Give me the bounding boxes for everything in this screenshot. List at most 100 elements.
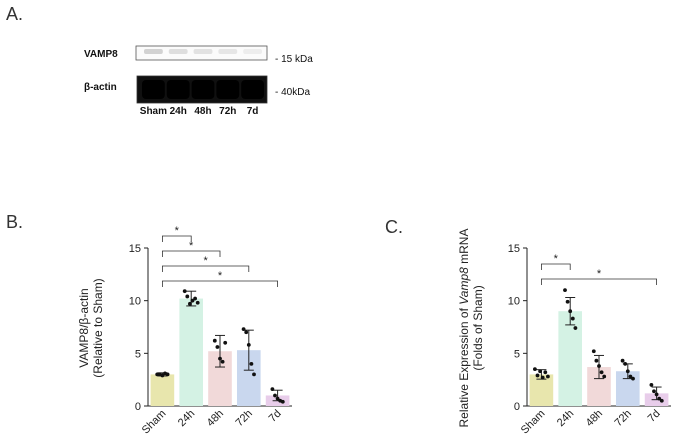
data-point-72h [625, 369, 630, 374]
data-point-Sham [165, 372, 170, 377]
data-point-7d [280, 399, 285, 404]
data-point-72h [244, 330, 249, 335]
actin-band-24h [166, 80, 190, 99]
significance-star: * [189, 240, 194, 252]
x-tick-label-7d: 7d [646, 408, 663, 425]
panel-label-a: A. [6, 4, 23, 24]
x-tick-label-48h: 48h [205, 408, 226, 429]
y-tick-label-5: 5 [514, 348, 520, 360]
vamp8-band-48h [193, 49, 213, 54]
data-point-48h [218, 356, 222, 361]
chart-b: 0 5 10 15 Sham 24h 48h 72h 7d * * * * [129, 225, 292, 436]
bar-72h [236, 350, 261, 406]
significance-star: * [554, 253, 559, 265]
blot-row-label-actin: β-actin [84, 82, 117, 93]
y-tick-label-0: 0 [135, 401, 141, 413]
lane-label-Sham: Sham [140, 106, 167, 117]
blot-marker-40kda: - 40kDa [275, 87, 310, 98]
data-point-24h [568, 309, 573, 314]
data-point-Sham [540, 375, 545, 380]
significance-bracket [162, 280, 278, 287]
data-point-24h [563, 288, 567, 293]
significance-bracket [162, 265, 250, 272]
data-point-Sham [533, 367, 537, 372]
actin-bands [142, 80, 264, 99]
data-point-7d [659, 398, 664, 403]
y-tick-label-0: 0 [514, 401, 520, 413]
lane-label-7d: 7d [247, 106, 259, 117]
vamp8-band-24h [168, 49, 188, 54]
data-point-7d [649, 383, 654, 387]
significance-bracket [541, 278, 657, 285]
bar-Sham [529, 374, 554, 406]
x-tick-label-72h: 72h [612, 408, 633, 429]
data-point-48h [220, 359, 225, 364]
actin-band-48h [191, 80, 215, 99]
significance-star: * [218, 270, 223, 282]
data-point-72h [620, 358, 625, 363]
chart-c-ylabel-line2: (Folds of Sham) [471, 285, 485, 370]
blot-row-label-vamp8: VAMP8 [84, 49, 118, 60]
data-point-72h [249, 361, 254, 366]
data-point-48h [215, 345, 220, 349]
data-point-7d [273, 393, 277, 398]
significance-bracket [541, 263, 571, 270]
chart-c-ylabel-line1: Relative Expression of Vamp8 mRNA [457, 229, 471, 428]
bar-24h [179, 298, 204, 406]
data-point-Sham [160, 373, 165, 378]
data-point-48h [602, 374, 607, 379]
data-point-7d [275, 396, 280, 401]
data-point-7d [270, 387, 275, 392]
x-tick-label-24h: 24h [555, 408, 576, 429]
actin-band-72h [216, 80, 240, 99]
blot-box-vamp8 [135, 45, 268, 61]
panel-label-c: C. [385, 217, 403, 237]
data-point-72h [623, 361, 628, 366]
data-point-48h [223, 340, 228, 345]
blot-marker-15kda: - 15 kDa [275, 54, 313, 65]
x-tick-label-72h: 72h [233, 408, 254, 429]
x-tick-label-Sham: Sham [140, 408, 169, 437]
data-point-24h [195, 300, 200, 305]
data-point-24h [188, 301, 192, 306]
data-point-24h [573, 326, 578, 330]
data-point-Sham [546, 374, 550, 379]
data-point-72h [252, 372, 256, 377]
vamp8-bands [144, 49, 262, 54]
x-tick-label-24h: 24h [176, 408, 197, 429]
lane-label-24h: 24h [170, 106, 187, 117]
x-tick-label-48h: 48h [584, 408, 605, 429]
data-point-24h [185, 294, 190, 299]
significance-bracket [162, 235, 192, 242]
y-tick-label-15: 15 [129, 243, 141, 255]
panel-label-b: B. [6, 212, 23, 232]
data-point-24h [190, 298, 195, 303]
bar-24h [558, 311, 583, 406]
data-point-7d [657, 396, 662, 401]
y-tick-label-10: 10 [129, 296, 141, 308]
y-tick-label-10: 10 [508, 296, 520, 308]
data-point-72h [631, 376, 635, 381]
data-point-48h [597, 364, 601, 368]
x-tick-label-Sham: Sham [519, 408, 548, 437]
vamp8-band-Sham [144, 49, 163, 54]
lane-label-72h: 72h [219, 106, 236, 117]
actin-band-Sham [142, 80, 165, 99]
data-point-72h [241, 327, 246, 332]
data-point-48h [594, 358, 599, 363]
significance-star: * [175, 225, 180, 237]
significance-star: * [597, 268, 602, 280]
western-blot: VAMP8 β-actin - 15 kDa - 40kDa Sham 24h 48… [84, 45, 313, 117]
data-point-48h [212, 338, 217, 343]
chart-b-ylabel-line2: (Relative to Sham) [91, 278, 105, 377]
data-point-24h [182, 289, 187, 294]
data-point-Sham [538, 369, 542, 374]
significance-bracket [162, 250, 221, 257]
data-point-7d [652, 389, 656, 394]
bar-Sham [150, 374, 175, 406]
data-point-48h [591, 349, 596, 354]
data-point-48h [599, 370, 604, 375]
data-point-24h [570, 316, 575, 321]
data-point-Sham [155, 372, 160, 377]
